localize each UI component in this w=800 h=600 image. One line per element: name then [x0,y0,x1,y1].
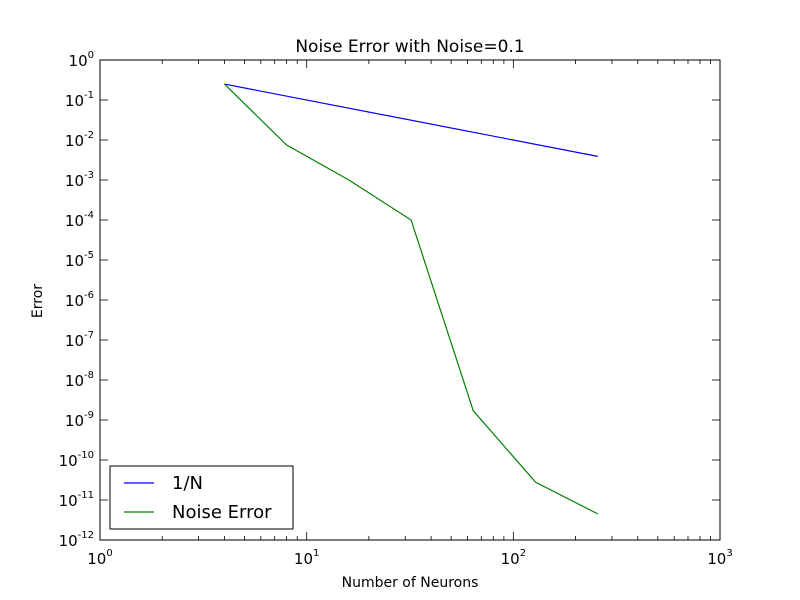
y-tick-label: 10-3 [65,170,94,190]
x-tick-label: 101 [294,548,319,568]
x-tick-label: 102 [501,548,526,568]
y-tick-label: 10-8 [65,370,94,390]
legend-label: 1/N [172,473,203,494]
lines-layer [224,83,598,515]
x-axis-label: Number of Neurons [342,575,479,591]
y-tick-label: 10-10 [59,450,94,470]
y-tick-label: 10-6 [65,290,94,310]
legend: 1/N Noise Error [109,465,294,530]
y-tick-label: 10-1 [65,90,94,110]
ticks-layer: 100 101 102 103 100 10-1 10-2 10-3 10-4 10-5 10-6 1… [59,50,733,568]
y-tick-label: 10-9 [65,410,94,430]
legend-box [109,465,294,530]
y-tick-label: 10-2 [65,130,94,150]
series-line-1-n [224,83,598,157]
y-tick-label: 100 [69,50,94,70]
y-tick-label: 10-12 [59,530,94,550]
y-tick-label: 10-7 [65,330,94,350]
plot-area-frame [99,59,721,541]
x-tick-label: 100 [87,548,112,568]
y-tick-label: 10-11 [59,490,94,510]
x-tick-label: 103 [707,548,732,568]
chart-title: Noise Error with Noise=0.1 [295,37,524,57]
legend-label: Noise Error [172,502,272,523]
y-tick-label: 10-5 [65,250,94,270]
y-tick-label: 10-4 [65,210,94,230]
y-axis-label: Error [30,284,46,318]
series-line-noise-error [224,83,598,515]
